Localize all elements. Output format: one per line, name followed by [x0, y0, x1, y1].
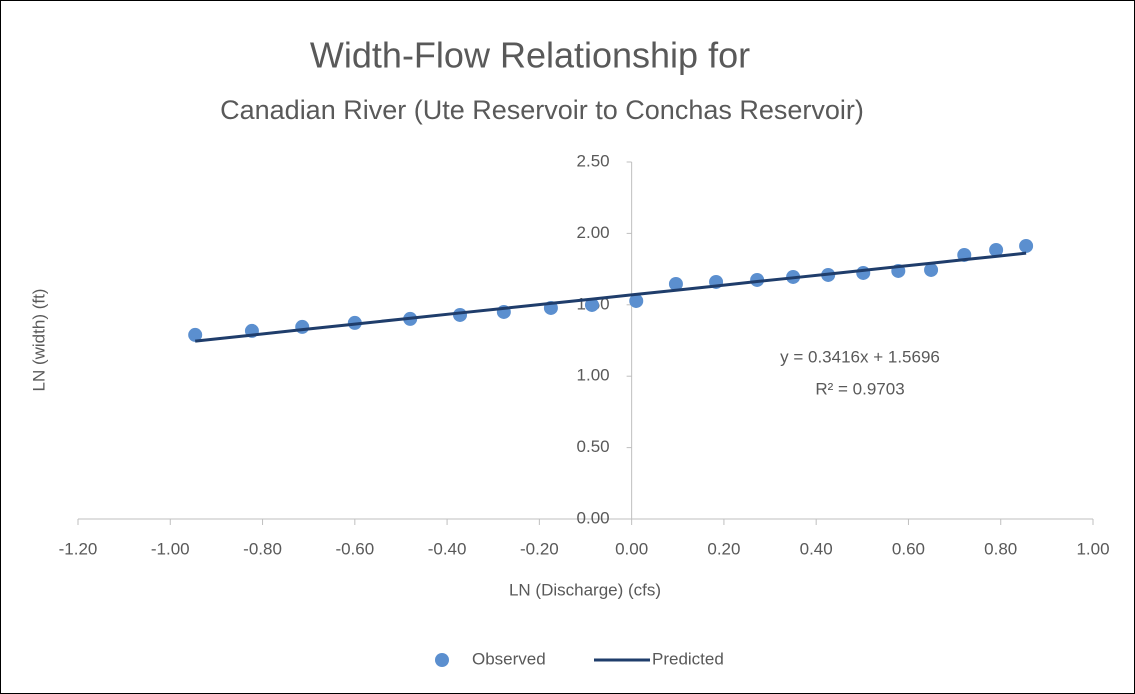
annotation: y = 0.3416x + 1.5696	[780, 347, 940, 366]
x-axis-title: LN (Discharge) (cfs)	[509, 580, 661, 599]
x-tick-label: 1.00	[1076, 539, 1109, 558]
x-tick-label: 0.20	[707, 539, 740, 558]
chart-subtitle: Canadian River (Ute Reservoir to Conchas…	[220, 95, 864, 125]
x-tick-label: -0.60	[335, 539, 374, 558]
point	[924, 262, 939, 277]
point	[989, 242, 1004, 257]
x-tick-label: 0.00	[615, 539, 648, 558]
x-tick-label: 0.40	[800, 539, 833, 558]
x-tick-label: -0.80	[243, 539, 282, 558]
x-tick-label: -1.20	[59, 539, 98, 558]
trend-line	[195, 251, 1027, 343]
point	[1019, 238, 1034, 253]
point	[856, 265, 871, 280]
x-tick-label: 0.80	[984, 539, 1017, 558]
point	[668, 276, 683, 291]
point	[188, 327, 203, 342]
point	[584, 297, 599, 312]
y-tick-label: 2.50	[577, 151, 610, 170]
y-tick-label: 1.00	[577, 366, 610, 385]
legend-marker	[435, 653, 449, 667]
x-tick-label: -0.20	[520, 539, 559, 558]
point	[629, 293, 644, 308]
y-tick-label: 0.50	[577, 437, 610, 456]
y-axis-title: LN (width) (ft)	[29, 289, 48, 392]
x-tick-label: -0.40	[428, 539, 467, 558]
y-tick-label: 2.00	[577, 223, 610, 242]
chart-title: Width-Flow Relationship for	[310, 35, 750, 76]
x-tick-label: -1.00	[151, 539, 190, 558]
annotation: R² = 0.9703	[815, 379, 904, 398]
point	[750, 272, 765, 287]
legend-label: Predicted	[652, 649, 724, 668]
point	[295, 319, 310, 334]
x-tick-label: 0.60	[892, 539, 925, 558]
y-tick-label: 0.00	[577, 508, 610, 527]
legend-label: Observed	[472, 649, 546, 668]
